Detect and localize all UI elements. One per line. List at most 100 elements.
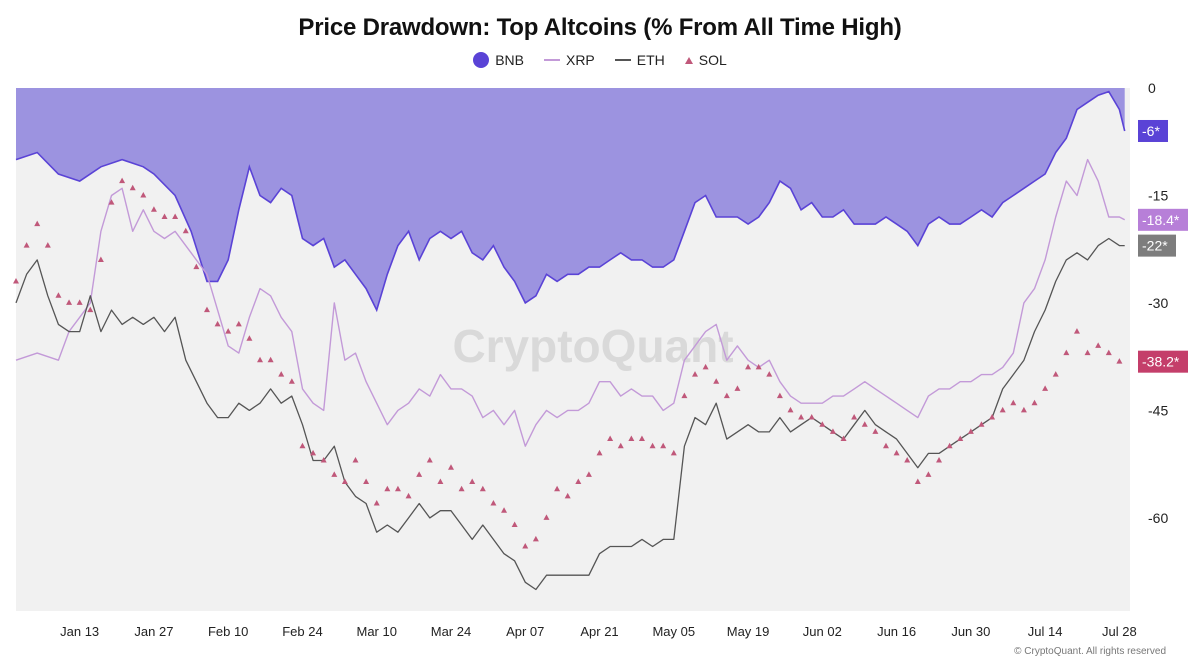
end-label-sol-bg [1138,350,1188,373]
sol-point-11 [129,184,136,191]
sol-point-64 [692,371,699,377]
sol-point-58 [628,435,635,442]
sol-point-27 [299,442,306,449]
sol-point-75 [808,414,815,420]
legend-item-eth[interactable]: ETH [614,52,665,68]
sol-point-92 [989,414,996,420]
legend-swatch-bnb [473,52,490,68]
sol-point-101 [1084,349,1091,356]
legend-label-xrp: XRP [565,52,595,68]
legend-item-sol[interactable]: SOL [684,52,727,68]
sol-point-83 [893,449,900,456]
sol-point-68 [734,385,741,391]
sol-point-6 [76,299,83,305]
sol-point-67 [723,392,730,399]
sol-point-79 [851,414,858,420]
sol-point-10 [119,177,126,184]
sol-point-56 [607,435,614,442]
sol-point-19 [214,320,221,327]
x-tick-label-12: Jun 30 [951,624,990,639]
sol-point-84 [904,457,911,463]
sol-point-53 [575,478,582,485]
sol-point-85 [914,478,921,485]
sol-point-70 [755,363,762,370]
sol-point-36 [394,485,401,492]
sol-point-2 [34,220,41,227]
x-tick-label-6: Apr 07 [506,624,544,639]
sol-point-26 [288,378,295,384]
sol-point-51 [554,485,561,492]
chart-legend: BNB XRP ETH SOL [0,52,1200,68]
sol-point-65 [702,363,709,370]
sol-point-69 [745,363,752,370]
x-tick-label-3: Feb 24 [282,624,322,639]
sol-point-86 [925,471,932,477]
sol-point-37 [405,492,412,499]
sol-point-23 [257,356,264,363]
sol-point-15 [172,213,179,219]
legend-label-eth: ETH [636,52,665,68]
sol-point-16 [182,227,189,234]
sol-point-100 [1073,328,1080,334]
sol-point-104 [1116,358,1123,364]
x-tick-label-8: May 05 [652,624,695,639]
x-tick-label-4: Mar 10 [356,624,396,639]
sol-point-48 [522,543,529,549]
legend-swatch-eth [614,59,631,61]
sol-point-54 [585,471,592,477]
sol-point-87 [936,457,943,463]
legend-swatch-sol [684,56,693,64]
sol-point-96 [1031,399,1038,406]
legend-swatch-xrp [543,59,560,61]
end-label-eth-bg [1138,234,1176,257]
sol-point-7 [87,306,94,313]
y-tick-label-0: 0 [1148,80,1156,96]
end-label-sol: -38.2* [1142,354,1180,370]
sol-point-55 [596,449,603,456]
sol-point-4 [55,292,62,298]
series-line-eth [15,237,1125,591]
end-label-bnb: -6* [1142,123,1160,139]
sol-point-93 [999,406,1006,413]
sol-point-1 [23,242,30,248]
sol-point-39 [426,457,433,463]
sol-point-61 [660,442,667,449]
sol-point-91 [978,421,985,427]
end-label-xrp-bg [1138,208,1188,231]
sol-point-89 [957,435,964,442]
sol-point-81 [872,428,879,434]
sol-point-31 [341,478,348,485]
x-tick-label-14: Jul 28 [1102,624,1137,639]
end-label-bnb-bg [1138,119,1168,142]
sol-point-63 [681,392,688,399]
legend-item-bnb[interactable]: BNB [473,52,524,68]
sol-point-102 [1095,342,1102,348]
sol-point-72 [776,392,783,399]
sol-point-41 [447,464,454,470]
sol-point-22 [246,335,253,341]
x-tick-label-9: May 19 [727,624,770,639]
sol-point-13 [150,206,157,212]
sol-point-21 [235,320,242,327]
sol-point-103 [1105,349,1112,356]
sol-point-52 [564,492,571,499]
sol-point-8 [97,256,104,262]
sol-point-33 [363,478,370,485]
sol-point-24 [267,356,274,363]
sol-point-40 [437,478,444,485]
sol-point-30 [331,471,338,477]
sol-point-20 [225,328,232,334]
x-tick-label-13: Jul 14 [1028,624,1063,639]
sol-point-98 [1052,371,1059,377]
sol-point-0 [13,277,19,284]
sol-point-78 [840,435,847,442]
legend-item-xrp[interactable]: XRP [543,52,595,68]
sol-point-14 [161,213,168,219]
end-label-eth: -22* [1142,238,1168,254]
sol-point-73 [787,406,794,413]
x-tick-label-1: Jan 27 [134,624,173,639]
sol-point-44 [479,485,486,492]
sol-point-47 [511,521,518,528]
sol-point-62 [670,449,677,456]
x-tick-label-10: Jun 02 [803,624,842,639]
